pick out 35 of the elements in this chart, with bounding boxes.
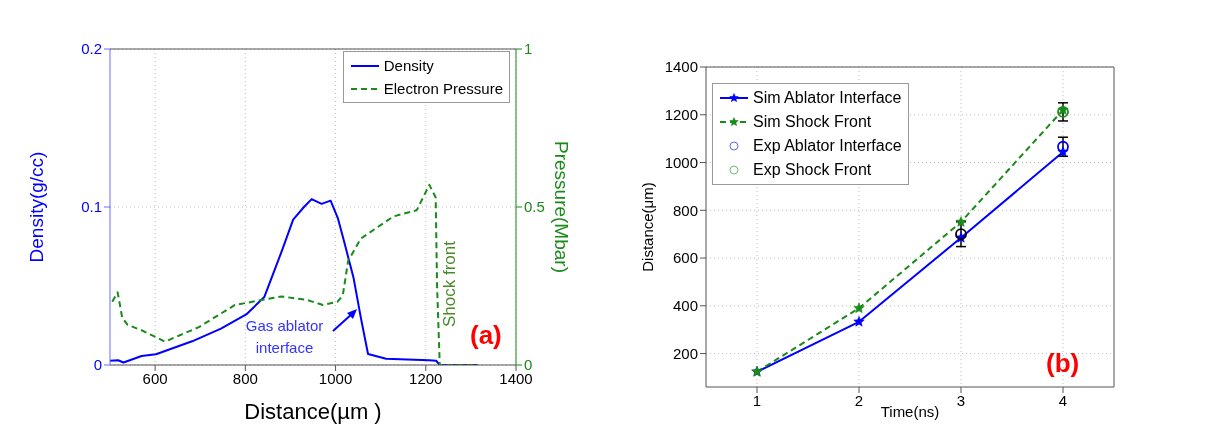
legend-label: Electron Pressure: [383, 80, 503, 97]
x-tick-label: 2: [854, 391, 864, 409]
y-tick-label: 1000: [664, 153, 698, 171]
y2-axis-title: Pressure(Mbar): [551, 141, 573, 273]
y-axis-title: Distance(μm): [639, 182, 657, 272]
legend-label: Exp Shock Front: [753, 161, 872, 179]
x-tick-label: 800: [232, 369, 258, 387]
x-tick-label: 1: [752, 391, 762, 409]
x-tick-label: 1200: [409, 369, 443, 387]
x-axis-title: Time(ns): [880, 403, 940, 420]
legend-label: Sim Shock Front: [753, 113, 872, 131]
y-tick-label: 200: [672, 344, 698, 362]
x-tick-label: 600: [142, 369, 168, 387]
y2-tick-label: 0.5: [524, 198, 545, 216]
annotation: (b): [1046, 348, 1080, 379]
annotation: (a): [470, 320, 502, 351]
y-tick-label: 600: [672, 249, 698, 267]
legend-label: Sim Ablator Interface: [753, 89, 902, 107]
y-tick-label: 0.2: [81, 40, 102, 58]
legend-label: Exp Ablator Interface: [753, 137, 902, 155]
x-axis-title: Distance(µm ): [244, 399, 382, 424]
y-tick-label: 0.1: [81, 198, 102, 216]
x-tick-label: 3: [956, 391, 966, 409]
y-tick-label: 1400: [664, 58, 698, 76]
x-tick-label: 1000: [318, 369, 353, 387]
y-tick-label: 0: [93, 356, 102, 374]
y2-tick-label: 1: [524, 40, 533, 58]
y-tick-label: 1200: [664, 106, 698, 124]
x-tick-label: 4: [1058, 391, 1068, 409]
y-tick-label: 800: [672, 201, 698, 219]
y-tick-label: 400: [672, 297, 698, 315]
annotation: Shock front: [440, 240, 460, 329]
legend-label: Density: [383, 57, 434, 74]
y-axis-title: Density(g/cc): [25, 151, 47, 263]
annotation: Gas ablator interface: [244, 316, 325, 359]
